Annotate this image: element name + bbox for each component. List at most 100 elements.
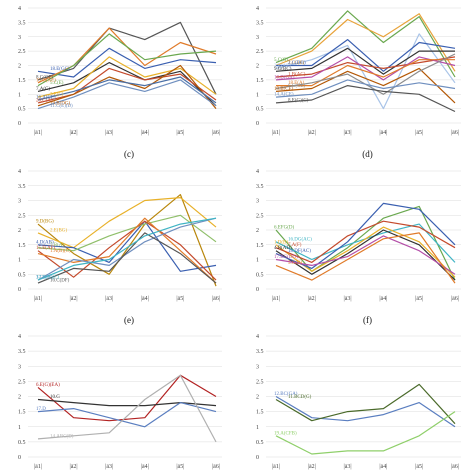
x-tick-label: |ā6| bbox=[212, 464, 220, 470]
x-tick-label: |ā1| bbox=[272, 464, 280, 470]
series-line bbox=[275, 79, 456, 98]
series-label: 5.C(E) bbox=[50, 81, 64, 86]
series-label: 11.C(E)(D) bbox=[50, 104, 73, 109]
y-tick-label: 0 bbox=[18, 121, 21, 127]
series-line bbox=[275, 229, 456, 281]
series-label: 10.G bbox=[50, 395, 60, 400]
series-line bbox=[275, 67, 456, 104]
series-label: 18.E(GC) bbox=[50, 67, 70, 72]
series-label: 2.E(BG) bbox=[50, 228, 67, 233]
series-label: 16.A(CE) bbox=[36, 96, 56, 101]
y-tick-label: 2.5 bbox=[256, 49, 264, 55]
y-tick-label: 3 bbox=[18, 364, 21, 370]
series-line bbox=[37, 217, 217, 284]
y-tick-label: 3.5 bbox=[18, 20, 26, 26]
chart-panel-1: 0 0.5 1 1.5 2 2.5 3 3.5 4 |ā1| |ā2| |ā3| |ā4| |ā5| |ā6… bbox=[18, 6, 222, 159]
series-line bbox=[275, 56, 456, 81]
y-tick-label: 2 bbox=[256, 64, 259, 70]
y-tick-label: 0.5 bbox=[18, 272, 26, 278]
y-tick-label: 3 bbox=[18, 199, 21, 205]
series-label: 19.B(DG) bbox=[50, 101, 70, 106]
x-tick-label: |ā2| bbox=[70, 464, 78, 470]
chart-panel-6: 0 0.5 1 1.5 2 2.5 3 3.5 4 |ā1| |ā2| |ā3| |ā4| |ā5| |ā6… bbox=[256, 334, 461, 470]
chart-panel-2: 0 0.5 1 1.5 2 2.5 3 3.5 4 |ā1| |ā2| |ā3| |ā4| |ā5| |ā6… bbox=[256, 6, 461, 159]
series-label: 14.A(CE) bbox=[274, 93, 294, 98]
y-tick-label: 0.5 bbox=[18, 440, 26, 446]
x-tick-label: |ā2| bbox=[308, 464, 316, 470]
series-line bbox=[275, 33, 456, 110]
y-tick-label: 1.5 bbox=[18, 410, 26, 416]
series-line bbox=[275, 10, 456, 78]
series-line bbox=[275, 84, 456, 113]
y-tick-label: 4 bbox=[18, 169, 21, 175]
series-label: 9.D(BG) bbox=[36, 220, 54, 225]
series-line bbox=[275, 383, 456, 425]
x-tick-label: |ā2| bbox=[308, 296, 316, 302]
series-line bbox=[37, 398, 217, 407]
series-label: 17.BG(DG) bbox=[274, 255, 298, 260]
x-tick-label: |ā2| bbox=[308, 130, 316, 136]
y-tick-label: 3 bbox=[18, 35, 21, 41]
series-label: 15.G(AE) bbox=[36, 78, 56, 83]
y-tick-label: 2 bbox=[256, 228, 259, 234]
y-tick-label: 1.5 bbox=[256, 410, 264, 416]
y-tick-label: 0.5 bbox=[256, 107, 264, 113]
y-tick-label: 2.5 bbox=[18, 379, 26, 385]
series-line bbox=[275, 56, 456, 78]
series-label: 10.D(GA) bbox=[274, 75, 295, 80]
y-tick-label: 0 bbox=[256, 121, 259, 127]
series-line bbox=[37, 33, 217, 87]
series-label: 18.DF(AC) bbox=[288, 249, 311, 254]
y-tick-label: 0.5 bbox=[256, 440, 264, 446]
series-line bbox=[37, 220, 217, 272]
chart-panel-5: 0 0.5 1 1.5 2 2.5 3 3.5 4 |ā1| |ā2| |ā3| |ā4| |ā5| |ā6… bbox=[18, 334, 222, 470]
y-tick-label: 1 bbox=[18, 92, 21, 98]
y-tick-label: 3 bbox=[256, 364, 259, 370]
series-label: 13.G(E) bbox=[288, 61, 305, 66]
panel-caption: (c) bbox=[124, 149, 134, 159]
y-tick-label: 1 bbox=[18, 425, 21, 431]
series-line bbox=[37, 194, 217, 287]
series-label: 17.D bbox=[36, 407, 46, 412]
y-tick-label: 0 bbox=[256, 455, 259, 461]
series-label: 11.BCD(G) bbox=[288, 395, 312, 400]
series-label: 15.E(AF) bbox=[36, 246, 55, 251]
series-line bbox=[37, 76, 217, 104]
y-tick-label: 1 bbox=[256, 258, 259, 264]
y-tick-label: 3.5 bbox=[18, 184, 26, 190]
series-line bbox=[37, 217, 217, 281]
y-tick-label: 0 bbox=[256, 287, 259, 293]
x-tick-label: |ā5| bbox=[415, 464, 423, 470]
y-tick-label: 1.5 bbox=[18, 243, 26, 249]
y-tick-label: 2 bbox=[18, 395, 21, 401]
series-line bbox=[276, 59, 455, 87]
series-line bbox=[37, 374, 217, 422]
y-tick-label: 4 bbox=[256, 334, 259, 340]
series-line bbox=[37, 197, 217, 249]
series-line bbox=[275, 235, 456, 275]
series-line bbox=[37, 214, 217, 252]
y-tick-label: 2 bbox=[256, 395, 259, 401]
series-line bbox=[275, 395, 456, 428]
series-label: 4.B(AD) bbox=[274, 246, 292, 251]
series-label: 4.D(AB) bbox=[36, 240, 54, 245]
y-tick-label: 3.5 bbox=[256, 184, 264, 190]
x-tick-label: |ā6| bbox=[451, 464, 459, 470]
series-label: 20.C(A) bbox=[36, 98, 53, 103]
x-tick-label: |ā2| bbox=[70, 296, 78, 302]
y-tick-label: 1 bbox=[256, 425, 259, 431]
series-label: 8.G(CE) bbox=[36, 75, 53, 80]
series-label: 6.G(CE) bbox=[288, 84, 305, 89]
x-tick-label: |ā4| bbox=[379, 296, 387, 302]
y-tick-label: 1 bbox=[256, 92, 259, 98]
series-label: 5.C(D) bbox=[288, 261, 302, 266]
y-tick-label: 1 bbox=[18, 258, 21, 264]
x-tick-label: |ā1| bbox=[272, 130, 280, 136]
y-tick-label: 1.5 bbox=[256, 243, 264, 249]
y-tick-label: 3 bbox=[256, 35, 259, 41]
series-label: 1.D(B) bbox=[274, 240, 288, 245]
y-tick-label: 2.5 bbox=[18, 49, 26, 55]
y-tick-label: 2.5 bbox=[256, 213, 264, 219]
series-label: 3.C(DF) bbox=[36, 276, 53, 281]
